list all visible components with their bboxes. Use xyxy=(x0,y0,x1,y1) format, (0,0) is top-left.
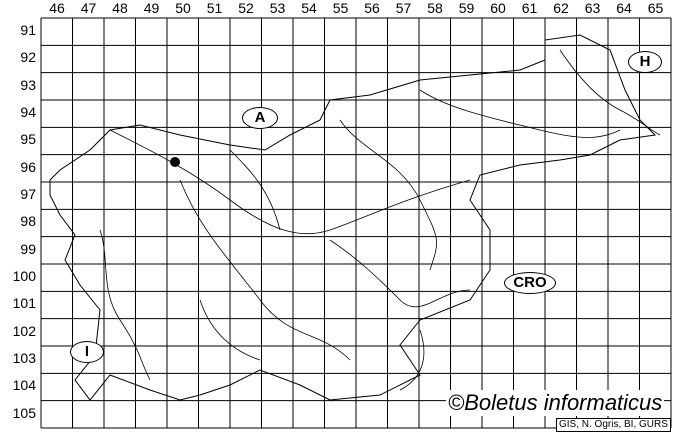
row-label: 97 xyxy=(20,186,36,202)
row-label: 98 xyxy=(20,213,36,230)
column-label: 61 xyxy=(521,0,538,16)
column-label: 52 xyxy=(238,0,254,16)
row-label: 103 xyxy=(12,350,36,366)
copyright-text: ©Boletus informaticus xyxy=(446,390,665,416)
column-label: 62 xyxy=(553,0,569,16)
column-label: 63 xyxy=(584,0,601,16)
row-label: 94 xyxy=(20,104,36,120)
column-label: 57 xyxy=(395,0,412,16)
row-label: 95 xyxy=(20,131,36,148)
column-label: 60 xyxy=(490,0,506,16)
column-label: 65 xyxy=(647,0,664,16)
column-label: 50 xyxy=(175,0,191,16)
slovenia-border xyxy=(49,34,657,401)
label-austria: A xyxy=(242,107,278,129)
row-label: 101 xyxy=(12,295,36,312)
column-label: 51 xyxy=(206,0,223,16)
credit-text: GIS, N. Ogris, BI, GURS xyxy=(556,418,671,432)
row-label: 93 xyxy=(20,76,36,93)
column-label: 55 xyxy=(332,0,349,16)
grid-lines xyxy=(40,17,672,429)
column-label: 58 xyxy=(427,0,443,16)
row-label: 91 xyxy=(20,22,36,38)
column-label: 47 xyxy=(80,0,97,16)
row-label: 96 xyxy=(20,158,36,175)
row-label: 99 xyxy=(20,240,36,257)
column-label: 48 xyxy=(112,0,128,16)
row-label: 105 xyxy=(12,404,36,421)
row-label: 100 xyxy=(12,268,36,284)
label-italy: I xyxy=(70,341,104,363)
row-label: 102 xyxy=(12,322,36,339)
column-label: 53 xyxy=(269,0,286,16)
row-label: 104 xyxy=(12,377,36,394)
label-hungary: H xyxy=(628,51,662,73)
column-label: 59 xyxy=(458,0,475,16)
label-croatia: CRO xyxy=(504,272,556,294)
record-marker xyxy=(170,157,180,167)
column-label: 49 xyxy=(143,0,160,16)
column-label: 54 xyxy=(301,0,317,16)
column-label: 56 xyxy=(364,0,380,16)
column-label: 64 xyxy=(616,0,632,16)
rivers xyxy=(99,49,661,391)
column-label: 46 xyxy=(49,0,65,16)
row-label: 92 xyxy=(20,49,36,66)
